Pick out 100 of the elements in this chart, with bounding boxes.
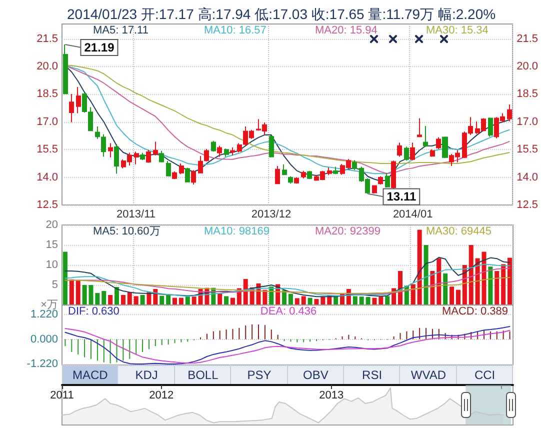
series-label: DIF: 0.630	[68, 306, 120, 318]
candlestick	[211, 140, 216, 152]
text: CCI	[474, 368, 496, 382]
candlestick	[108, 142, 113, 158]
y-tick-label: 14.0	[36, 171, 58, 184]
candlestick	[288, 176, 293, 184]
bar	[172, 298, 178, 305]
candlestick	[179, 162, 184, 175]
candlestick	[423, 125, 428, 148]
candlestick	[333, 166, 338, 175]
text: MACD	[72, 368, 108, 382]
candlestick	[237, 142, 242, 153]
bar	[134, 296, 138, 305]
x-tick-label: 2014/01	[392, 208, 433, 220]
candlestick	[391, 160, 396, 190]
bar	[294, 298, 300, 305]
candlestick	[198, 156, 203, 174]
y-tick-label: 21.5	[36, 32, 58, 45]
candlestick	[166, 160, 171, 177]
candlestick	[410, 142, 415, 161]
x-tick-label: 2013	[319, 390, 344, 402]
candlestick	[301, 170, 306, 179]
bar	[102, 291, 106, 305]
bar	[417, 230, 422, 305]
text: MA10: 98169	[204, 226, 270, 238]
candlestick	[417, 118, 422, 138]
bar	[468, 245, 474, 305]
bar	[494, 271, 500, 305]
bar	[436, 258, 442, 305]
y-tick-label: 20	[46, 219, 58, 231]
bar	[192, 296, 196, 305]
candlestick	[275, 166, 280, 185]
bar	[288, 294, 293, 305]
bar	[410, 284, 416, 305]
y-tick-label: 18.5	[36, 88, 58, 100]
text: KDJ	[135, 368, 158, 382]
text: DEA: 0.436	[260, 306, 317, 318]
bar	[76, 280, 80, 305]
text: MA20: 92399	[315, 226, 380, 238]
bar	[366, 297, 370, 305]
bar	[224, 296, 229, 305]
bar	[114, 287, 120, 305]
text: RSI	[362, 368, 382, 382]
candlestick	[507, 104, 512, 122]
candlestick	[140, 152, 145, 161]
bar	[178, 298, 184, 305]
text: MA5: 17.11	[93, 24, 148, 36]
text: WVAD	[410, 368, 446, 382]
bar	[314, 299, 319, 305]
candlestick	[436, 136, 441, 150]
y-tick-label: 15.5	[36, 144, 58, 156]
y-tick-label: -1.220	[26, 358, 58, 370]
candlestick	[269, 134, 274, 158]
y-tick-label: 1.220	[30, 308, 58, 321]
bar	[352, 296, 358, 305]
y-tick-label: 17.0	[36, 116, 58, 128]
bar	[120, 295, 126, 305]
candlestick	[230, 146, 235, 156]
bar	[378, 296, 384, 305]
y-tick-label: 0.000	[30, 333, 58, 346]
annotation: 21.19	[84, 40, 115, 54]
bar	[450, 286, 454, 305]
candlestick	[204, 148, 209, 162]
bar	[301, 296, 306, 305]
candlestick	[294, 176, 299, 184]
text: MA10: 16.57	[204, 24, 266, 36]
candlestick	[378, 176, 383, 185]
text: OBV	[303, 368, 328, 382]
candlestick	[397, 142, 402, 158]
bar	[166, 295, 171, 305]
candlestick	[191, 170, 196, 185]
text: BOLL	[188, 368, 218, 382]
series-label: MACD: 0.389	[442, 306, 508, 318]
candlestick	[404, 146, 409, 162]
candlestick	[172, 170, 177, 180]
candlestick	[185, 167, 190, 183]
bar	[443, 273, 448, 305]
x-tick-label: 2011	[50, 390, 74, 402]
candlestick	[114, 144, 119, 174]
text: MA30: 15.34	[426, 24, 488, 36]
bar	[488, 266, 493, 305]
bar	[482, 252, 486, 305]
y2-tick-label: 18.5	[516, 88, 538, 100]
candlestick	[372, 184, 377, 194]
x-tick-label: 2012	[149, 390, 174, 402]
bar	[140, 295, 145, 305]
annotation: 13.11	[386, 190, 416, 204]
bar	[127, 292, 132, 305]
candlestick	[385, 172, 390, 188]
candlestick	[430, 148, 435, 158]
bar	[308, 298, 312, 305]
candlestick	[146, 149, 151, 164]
candlestick	[352, 160, 357, 171]
candlestick	[488, 116, 493, 138]
text: PSY	[247, 368, 272, 382]
line-series	[64, 256, 510, 298]
y-tick-label: ×万	[40, 299, 58, 311]
bar	[230, 298, 235, 305]
y-tick-label: 20.0	[36, 60, 58, 72]
y-tick-label: 12.5	[36, 199, 58, 211]
